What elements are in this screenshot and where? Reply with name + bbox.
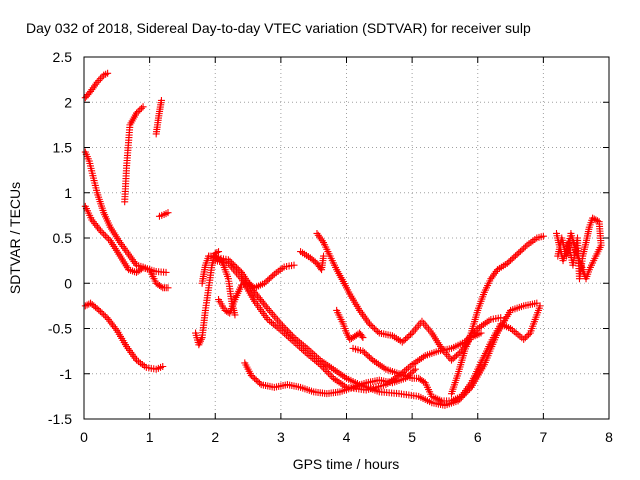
series-arc-l (211, 257, 505, 394)
series-arc-e (81, 148, 170, 276)
series-arc-a (81, 69, 112, 102)
y-tick-label: 1.5 (53, 140, 73, 156)
series-arc-q (349, 302, 544, 405)
y-tick-label: 2 (64, 94, 72, 110)
series-arc-o (313, 229, 485, 364)
series-arc-n (297, 248, 328, 274)
series-arc-p (333, 306, 367, 343)
y-tick-label: 0 (64, 275, 72, 291)
series-arc-b (121, 103, 147, 206)
series-arc-c (152, 96, 165, 138)
x-tick-label: 4 (343, 429, 351, 445)
chart-title: Day 032 of 2018, Sidereal Day-to-day VTE… (26, 20, 531, 36)
x-tick-label: 6 (474, 429, 482, 445)
y-tick-label: 1 (64, 185, 72, 201)
series-arc-k (205, 252, 541, 409)
y-tick-label: -0.5 (48, 321, 72, 337)
x-tick-label: 8 (605, 429, 613, 445)
series-arc-f (81, 202, 172, 292)
x-tick-label: 5 (408, 429, 416, 445)
series-arc-s (553, 214, 605, 283)
x-tick-label: 0 (80, 429, 88, 445)
x-tick-label: 7 (539, 429, 547, 445)
x-axis-label: GPS time / hours (293, 456, 400, 472)
series-arc-r (448, 232, 547, 398)
series-arc-d (155, 209, 172, 220)
series-arc-m (241, 359, 419, 398)
x-tick-label: 1 (146, 429, 154, 445)
data-points (81, 69, 605, 409)
y-tick-label: -1 (60, 366, 73, 382)
y-tick-label: 2.5 (53, 49, 73, 65)
axis-ticks: 0 1 2 3 4 5 6 7 8 -1.5 -1 -0.5 0 0.5 1 1.5 2 2.5 (48, 49, 613, 445)
series-arc-g (81, 299, 167, 373)
y-axis-label: SDTVAR / TECUs (7, 182, 23, 294)
x-tick-label: 2 (211, 429, 219, 445)
y-tick-label: 0.5 (53, 230, 73, 246)
x-tick-label: 3 (277, 429, 285, 445)
y-tick-label: -1.5 (48, 411, 72, 427)
